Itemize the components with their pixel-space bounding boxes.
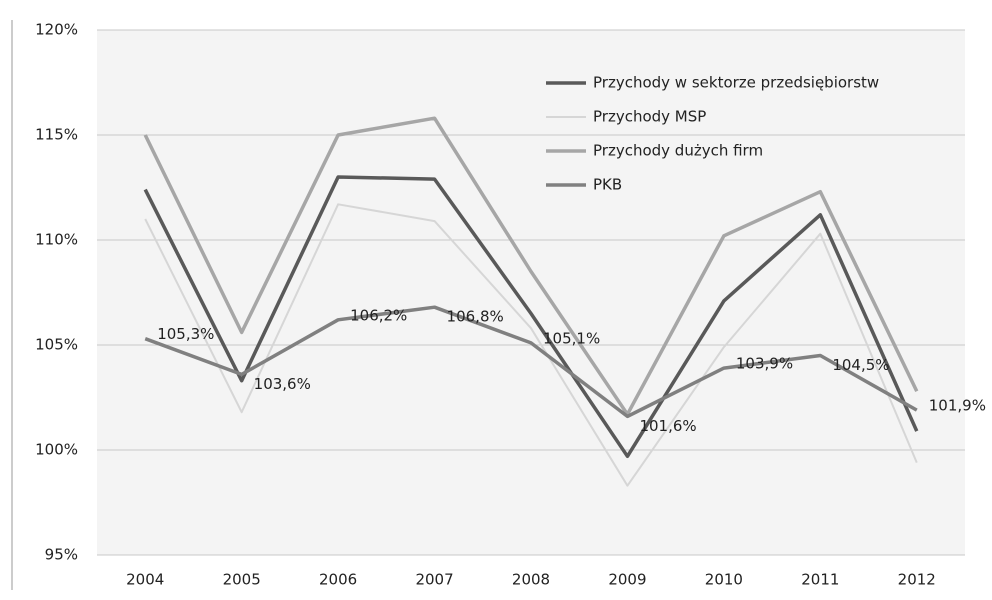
series-line [144, 305, 918, 419]
data-label: 105,3% [157, 325, 214, 343]
plot-area [97, 30, 965, 555]
x-tick-label: 2011 [801, 571, 839, 589]
series-line [143, 175, 919, 459]
data-label: 106,8% [447, 308, 504, 326]
y-tick-label: 120% [35, 21, 78, 39]
x-tick-label: 2008 [512, 571, 550, 589]
y-tick-label: 115% [35, 126, 78, 144]
data-label: 101,6% [639, 417, 696, 435]
x-tick-label: 2009 [608, 571, 646, 589]
data-label: 104,5% [832, 356, 889, 374]
x-tick-label: 2010 [705, 571, 743, 589]
data-label: 103,9% [736, 355, 793, 373]
data-label: 105,1% [543, 329, 600, 347]
y-tick-label: 110% [35, 231, 78, 249]
x-tick-label: 2006 [319, 571, 357, 589]
x-tick-label: 2004 [126, 571, 164, 589]
data-label: 106,2% [350, 306, 407, 324]
y-tick-label: 105% [35, 336, 78, 354]
legend-label: Przychody w sektorze przedsiębiorstw [593, 74, 879, 92]
y-tick-label: 95% [45, 546, 78, 564]
y-tick-label: 100% [35, 441, 78, 459]
legend-label: Przychody MSP [593, 108, 706, 126]
x-tick-label: 2012 [898, 571, 936, 589]
data-label: 101,9% [929, 397, 986, 415]
data-label: 103,6% [254, 375, 311, 393]
series-line [144, 203, 918, 487]
series-line [143, 116, 919, 417]
legend-label: PKB [593, 176, 622, 194]
x-tick-label: 2007 [415, 571, 453, 589]
legend-label: Przychody dużych firm [593, 142, 763, 160]
x-tick-label: 2005 [223, 571, 261, 589]
